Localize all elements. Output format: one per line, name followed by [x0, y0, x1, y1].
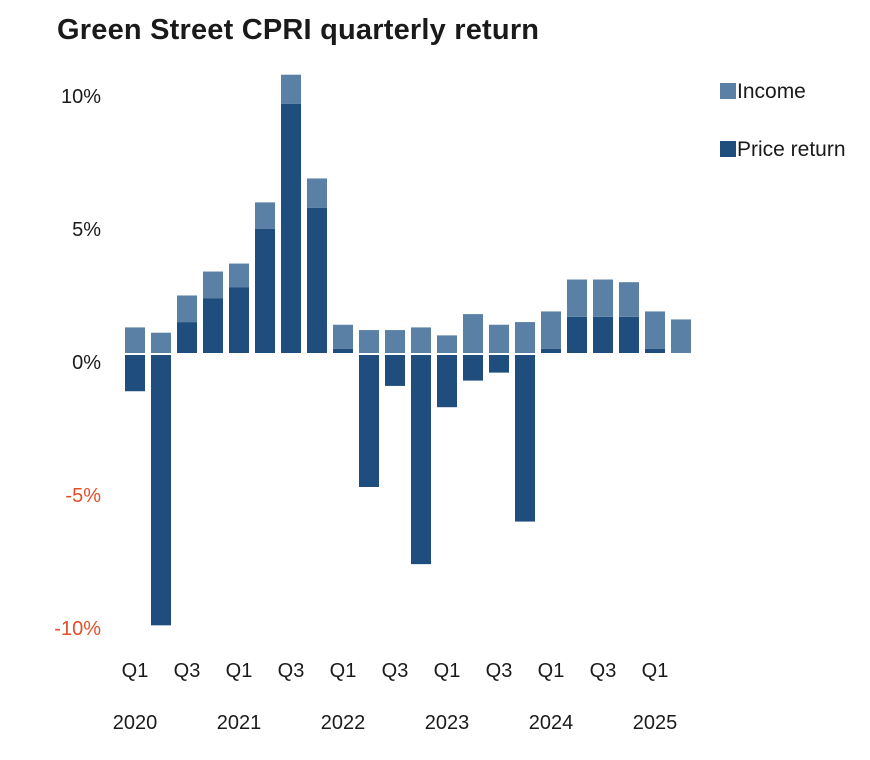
bar-income: Q3 2024 Income: 1.4%: [593, 279, 613, 317]
bar-price-return: Q1 2021 Price return: 2.5%: [229, 287, 249, 354]
bar-income: Q1 2023 Income: 0.7%: [437, 335, 457, 354]
bar-income: Q1 2025 Income: 1.4%: [645, 311, 665, 349]
x-tick-year-label: 2021: [217, 712, 262, 734]
legend-label-income: Income: [737, 80, 806, 103]
y-tick-label: 5%: [72, 219, 101, 241]
x-tick-quarter-label: Q1: [538, 660, 565, 682]
bar-income: Q1 2024 Income: 1.4%: [541, 311, 561, 349]
bar-price-return: Q3 2020 Price return: 1.2%: [177, 322, 197, 354]
x-tick-quarter-label: Q3: [278, 660, 305, 682]
bar-price-return: Q1 2025 Price return: 0.2%: [645, 348, 665, 354]
x-tick-quarter-label: Q1: [226, 660, 253, 682]
bar-income: Q1 2021 Income: 0.9%: [229, 263, 249, 288]
x-tick-quarter-label: Q1: [642, 660, 669, 682]
y-tick-label: 0%: [72, 352, 101, 374]
x-tick-quarter-label: Q1: [330, 660, 357, 682]
bar-income: Q1 2022 Income: 0.9%: [333, 324, 353, 349]
legend-label-price-return: Price return: [737, 138, 846, 161]
x-tick-year-label: 2023: [425, 712, 470, 734]
bar-income: Q4 2024 Income: 1.3%: [619, 282, 639, 317]
bar-price-return: Q1 2020 Price return: -1.4%: [125, 354, 145, 392]
bar-price-return: Q2 2022 Price return: -5%: [359, 354, 379, 487]
bar-income: Q2 2023 Income: 1.5%: [463, 314, 483, 354]
x-tick-quarter-label: Q3: [590, 660, 617, 682]
bar-income: Q2 2021 Income: 1%: [255, 202, 275, 229]
x-tick-quarter-label: Q3: [486, 660, 513, 682]
legend-swatch-price-return: [720, 141, 736, 157]
x-tick-year-label: 2025: [633, 712, 678, 734]
bar-income: Q2 2025 Income: 1.3%: [671, 319, 691, 354]
y-tick-label: -10%: [54, 618, 101, 640]
bar-income: Q4 2023 Income: 1.2%: [515, 322, 535, 354]
bar-price-return: Q1 2024 Price return: 0.2%: [541, 348, 561, 354]
bar-income: Q1 2020 Income: 1%: [125, 327, 145, 354]
bar-income: Q3 2023 Income: 1.1%: [489, 324, 509, 354]
bar-price-return: Q2 2021 Price return: 4.7%: [255, 228, 275, 354]
bar-income: Q3 2022 Income: 0.9%: [385, 330, 405, 354]
bar-price-return: Q2 2023 Price return: -1%: [463, 354, 483, 381]
y-tick-label: 10%: [61, 86, 101, 108]
chart-title: Green Street CPRI quarterly return: [57, 14, 540, 46]
x-tick-year-label: 2020: [113, 712, 158, 734]
x-axis-labels: Q1 Q3 Q1 Q3 Q1 Q3 Q1 Q3 Q1 Q3 Q1 2020 2021 2022 2023 20…: [113, 660, 678, 734]
bar-income: Q2 2020 Income: 0.8%: [151, 332, 171, 354]
bar-price-return: Q3 2023 Price return: -0.7%: [489, 354, 509, 373]
x-tick-quarter-label: Q3: [382, 660, 409, 682]
bar-price-return: Q4 2020 Price return: 2.1%: [203, 298, 223, 354]
bars-group: Q1 2020 Price return: -1.4%Q1 2020 Incom…: [125, 74, 691, 626]
x-tick-quarter-label: Q3: [174, 660, 201, 682]
bar-price-return: Q2 2020 Price return: -10.2%: [151, 354, 171, 626]
y-axis-ticks: 10% 5% 0% -5% -10%: [54, 86, 101, 640]
x-tick-year-label: 2024: [529, 712, 574, 734]
bar-income: Q4 2020 Income: 1%: [203, 271, 223, 299]
bar-price-return: Q3 2022 Price return: -1.2%: [385, 354, 405, 386]
bar-price-return: Q4 2024 Price return: 1.4%: [619, 316, 639, 354]
bar-income: Q4 2021 Income: 1.1%: [307, 178, 327, 208]
bar-price-return: Q2 2024 Price return: 1.4%: [567, 316, 587, 354]
x-tick-year-label: 2022: [321, 712, 366, 734]
bar-price-return: Q1 2023 Price return: -2%: [437, 354, 457, 408]
bar-price-return: Q1 2022 Price return: 0.2%: [333, 348, 353, 354]
bar-income: Q2 2024 Income: 1.4%: [567, 279, 587, 317]
bar-price-return: Q4 2023 Price return: -6.3%: [515, 354, 535, 522]
bar-price-return: Q3 2024 Price return: 1.4%: [593, 316, 613, 354]
legend-swatch-income: [720, 83, 736, 99]
legend: Income Price return: [720, 80, 846, 161]
bar-income: Q4 2022 Income: 1%: [411, 327, 431, 354]
x-tick-quarter-label: Q1: [122, 660, 149, 682]
bar-income: Q2 2022 Income: 0.9%: [359, 330, 379, 354]
bar-price-return: Q4 2021 Price return: 5.5%: [307, 207, 327, 354]
bar-price-return: Q3 2021 Price return: 9.4%: [281, 103, 301, 355]
bar-income: Q3 2021 Income: 1.1%: [281, 74, 301, 104]
y-tick-label: -5%: [65, 485, 101, 507]
bar-income: Q3 2020 Income: 1%: [177, 295, 197, 323]
bar-price-return: Q4 2022 Price return: -7.9%: [411, 354, 431, 565]
x-tick-quarter-label: Q1: [434, 660, 461, 682]
